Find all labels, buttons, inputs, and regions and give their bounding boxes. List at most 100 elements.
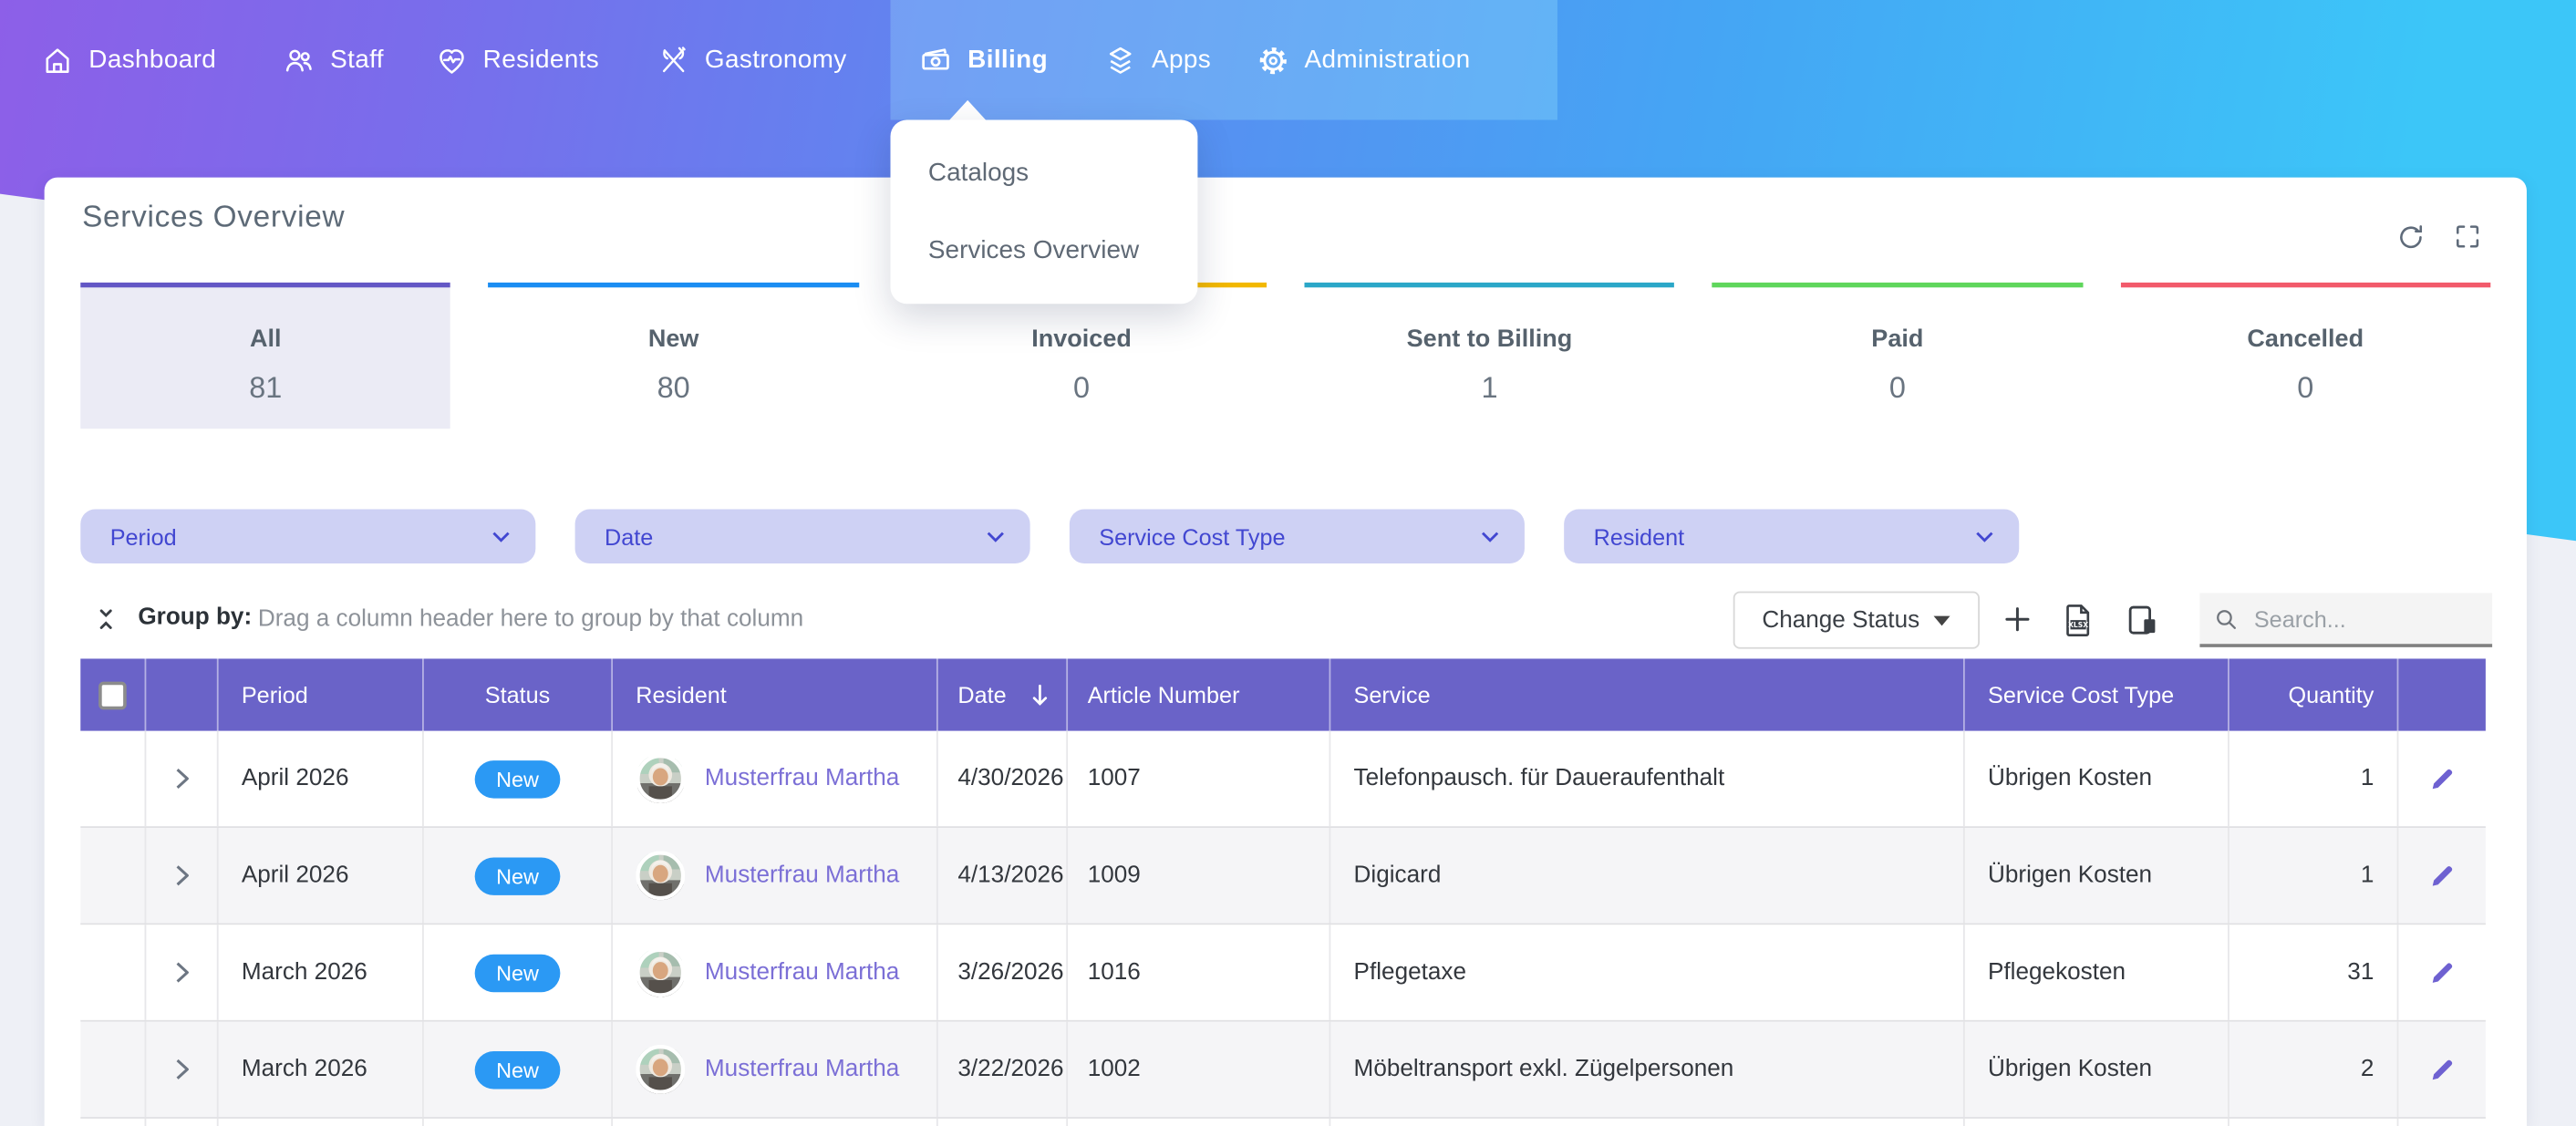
header-service[interactable]: Service xyxy=(1330,658,1965,731)
row-expand-button[interactable] xyxy=(146,828,219,924)
gear-icon xyxy=(1257,44,1289,77)
status-tab-new[interactable]: New 80 xyxy=(488,282,859,429)
cell-service: Pflegetaxe xyxy=(1330,925,1965,1020)
sort-descending-icon xyxy=(1032,683,1047,706)
tab-label: Paid xyxy=(1871,325,1924,354)
cell-article-number: 1007 xyxy=(1068,730,1331,827)
search-icon xyxy=(2217,609,2236,629)
menu-item-catalogs[interactable]: Catalogs xyxy=(890,135,1197,212)
filter-date[interactable]: Date xyxy=(574,509,1030,563)
header-actions-column xyxy=(2398,658,2485,730)
nav-item-billing[interactable]: Billing xyxy=(918,0,1048,120)
row-expand-button[interactable] xyxy=(146,1021,219,1118)
row-select-cell xyxy=(80,828,147,924)
table-row: March 2026 New Musterfrau Martha 3/22/20… xyxy=(80,1021,2486,1119)
cell-date: 4/30/2026 xyxy=(938,730,1069,827)
pencil-icon xyxy=(2432,768,2453,789)
tab-label: Cancelled xyxy=(2247,325,2364,354)
cell-article-number: 1016 xyxy=(1068,925,1331,1020)
resident-link[interactable]: Musterfrau Martha xyxy=(704,1056,900,1083)
column-title: Date xyxy=(957,681,1007,708)
select-all-checkbox[interactable] xyxy=(98,680,127,709)
column-title: Article Number xyxy=(1087,681,1240,708)
tab-count: 81 xyxy=(249,371,283,405)
fullscreen-button[interactable] xyxy=(2451,220,2484,253)
add-row-button[interactable] xyxy=(2000,601,2036,646)
header-resident[interactable]: Resident xyxy=(613,658,938,731)
nav-label: Residents xyxy=(482,45,600,74)
filter-label: Period xyxy=(109,522,177,550)
cell-date: 3/26/2026 xyxy=(938,925,1069,1020)
cell-service-cost-type: Übrigen Kosten xyxy=(1965,828,2229,924)
filter-resident[interactable]: Resident xyxy=(1564,509,2020,563)
header-article-number[interactable]: Article Number xyxy=(1068,658,1331,731)
menu-item-services-overview[interactable]: Services Overview xyxy=(890,212,1197,289)
row-edit-button[interactable] xyxy=(2398,925,2485,1019)
nav-item-staff[interactable]: Staff xyxy=(283,0,384,120)
table-row: April 2026 New Musterfrau Martha 4/30/20… xyxy=(80,730,2486,829)
resident-link[interactable]: Musterfrau Martha xyxy=(704,862,900,889)
nav-item-administration[interactable]: Administration xyxy=(1257,0,1470,120)
column-chooser-button[interactable] xyxy=(2125,601,2161,646)
cell-quantity: 2 xyxy=(2229,1021,2399,1118)
menu-item-label: Services Overview xyxy=(927,235,1140,264)
layers-icon xyxy=(1104,44,1137,77)
tab-label: Sent to Billing xyxy=(1406,325,1573,354)
header-status[interactable]: Status xyxy=(424,658,614,731)
row-expand-button[interactable] xyxy=(146,730,219,827)
top-navigation: Dashboard Staff Residents Gastronomy Bil… xyxy=(0,0,2576,120)
status-tabs: All 81 New 80 Invoiced 0 Sent to Billing… xyxy=(80,282,2491,429)
cell-status: New xyxy=(424,730,614,827)
cell-resident: Musterfrau Martha xyxy=(613,925,938,1020)
row-edit-button[interactable] xyxy=(2398,731,2485,826)
search-input[interactable] xyxy=(2250,604,2465,634)
tab-count: 80 xyxy=(657,371,690,405)
group-by-drop-zone[interactable]: Drag a column header here to group by th… xyxy=(257,605,804,633)
resident-avatar xyxy=(636,947,686,997)
header-service-cost-type[interactable]: Service Cost Type xyxy=(1965,658,2229,731)
chevron-down-icon xyxy=(987,531,1004,542)
billing-dropdown-menu: Catalogs Services Overview xyxy=(890,119,1198,305)
header-period[interactable]: Period xyxy=(219,658,424,731)
status-tab-sent-to-billing[interactable]: Sent to Billing 1 xyxy=(1304,282,1675,429)
nav-label: Apps xyxy=(1151,45,1212,74)
header-quantity[interactable]: Quantity xyxy=(2229,658,2399,731)
status-tab-all[interactable]: All 81 xyxy=(80,282,451,429)
pencil-icon xyxy=(2432,1059,2453,1080)
nav-label: Administration xyxy=(1304,45,1471,74)
cell-service: Möbeltransport exkl. Zügelpersonen xyxy=(1330,1021,1965,1118)
nav-item-dashboard[interactable]: Dashboard xyxy=(41,0,216,120)
status-tab-invoiced[interactable]: Invoiced 0 xyxy=(896,282,1267,429)
chevron-right-icon xyxy=(175,865,189,886)
nav-label: Gastronomy xyxy=(704,45,847,74)
cell-quantity: 1 xyxy=(2229,730,2399,827)
change-status-button[interactable]: Change Status xyxy=(1733,591,1980,649)
status-badge: New xyxy=(474,1050,561,1089)
status-tab-paid[interactable]: Paid 0 xyxy=(1712,282,2083,429)
refresh-button[interactable] xyxy=(2394,220,2426,253)
resident-avatar xyxy=(636,753,686,804)
chevron-right-icon xyxy=(175,962,189,983)
resident-link[interactable]: Musterfrau Martha xyxy=(704,765,900,792)
filter-service-cost-type[interactable]: Service Cost Type xyxy=(1069,509,1525,563)
collapse-groups-icon[interactable] xyxy=(94,606,119,641)
header-date-sorted[interactable]: Date xyxy=(938,658,1069,731)
tab-count: 0 xyxy=(1888,371,1906,405)
filter-period[interactable]: Period xyxy=(80,509,536,563)
nav-item-residents[interactable]: Residents xyxy=(435,0,599,120)
staff-icon xyxy=(283,44,316,77)
row-expand-button[interactable] xyxy=(146,925,219,1020)
nav-active-section-highlight xyxy=(890,0,1557,120)
row-edit-button[interactable] xyxy=(2398,828,2485,923)
cell-service: Digicard xyxy=(1330,828,1965,924)
status-tab-cancelled[interactable]: Cancelled 0 xyxy=(2120,282,2491,429)
cell-resident: Musterfrau Martha xyxy=(613,730,938,827)
chevron-right-icon xyxy=(175,1059,189,1080)
nav-item-gastronomy[interactable]: Gastronomy xyxy=(657,0,847,120)
cell-service: Telefonpausch. für Daueraufenthalt xyxy=(1330,730,1965,827)
resident-link[interactable]: Musterfrau Martha xyxy=(704,959,900,986)
export-xlsx-button[interactable]: XLSX xyxy=(2060,601,2096,646)
row-edit-button[interactable] xyxy=(2398,1022,2485,1117)
nav-item-apps[interactable]: Apps xyxy=(1104,0,1211,120)
change-status-label: Change Status xyxy=(1762,606,1920,634)
